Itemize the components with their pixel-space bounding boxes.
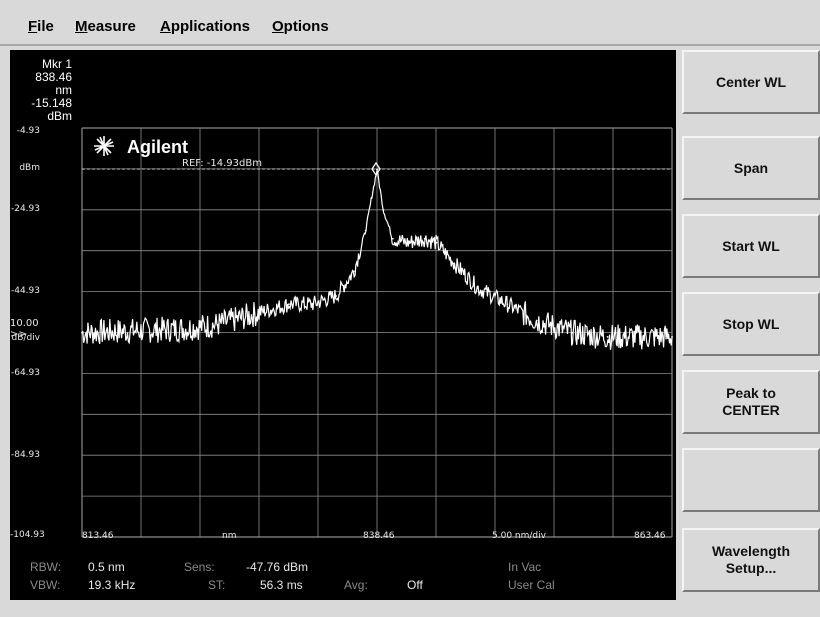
trace-point — [134, 329, 137, 332]
scale-readout: 10.00 >> — [10, 318, 39, 340]
trace-point — [535, 319, 538, 322]
rbw-value: 0.5 nm — [88, 560, 125, 574]
trace-point — [311, 303, 314, 306]
y-tick-label: -24.93 — [10, 204, 40, 214]
center-wl-button[interactable]: Center WL — [682, 50, 820, 114]
menu-options[interactable]: Options — [272, 18, 329, 35]
marker-name: Mkr 1 — [42, 57, 72, 71]
wavelength-setup-button[interactable]: Wavelength Setup... — [682, 528, 820, 592]
marker-1-icon[interactable] — [371, 161, 381, 177]
y-tick-label: -104.93 — [10, 530, 45, 540]
trace-point — [642, 335, 644, 338]
marker-readout: Mkr 1 838.46 nm -15.148 dBm — [20, 58, 72, 123]
menu-bar: File Measure Applications Options — [0, 0, 820, 46]
sens-value: -47.76 dBm — [246, 560, 309, 574]
x-stop-label: 863.46 — [634, 531, 666, 541]
x-start-label: 813.46 — [82, 531, 114, 541]
y-tick-label: -4.93 — [16, 126, 40, 136]
trace-point — [453, 262, 456, 265]
menu-applications[interactable]: Applications — [160, 18, 251, 35]
trace-point — [376, 168, 378, 171]
trace-display[interactable]: Mkr 1 838.46 nm -15.148 dBm -4.93 dBm -2… — [10, 50, 676, 600]
trace-point — [181, 327, 184, 330]
x-center-label: 838.46 — [363, 531, 395, 541]
st-label: ST: — [208, 578, 226, 592]
trace-series — [81, 168, 673, 338]
ref-level-label: REF: -14.93dBm — [182, 158, 262, 169]
y-tick-label: -84.93 — [10, 450, 40, 460]
peak-to-center-button[interactable]: Peak to CENTER — [682, 370, 820, 434]
y-unit-label: dBm — [19, 163, 40, 173]
st-value: 56.3 ms — [260, 578, 303, 592]
trace-point — [606, 335, 609, 338]
marker-wavelength: 838.46 nm — [35, 70, 72, 97]
marker-power: -15.148 dBm — [31, 96, 72, 123]
vbw-label: VBW: — [30, 578, 61, 592]
span-button[interactable]: Span — [682, 136, 820, 200]
start-wl-button[interactable]: Start WL — [682, 214, 820, 278]
menu-measure[interactable]: Measure — [75, 18, 136, 35]
trace-point — [406, 241, 408, 244]
avg-value: Off — [407, 578, 423, 592]
vbw-value: 19.3 kHz — [88, 578, 136, 592]
trace-point — [506, 303, 509, 306]
sens-label: Sens: — [184, 560, 215, 574]
trace-point — [571, 331, 574, 334]
trace-point — [352, 270, 355, 273]
trace-point — [252, 313, 255, 316]
trace-point — [435, 241, 438, 244]
brand-logo: Agilent — [127, 137, 188, 157]
trace-point — [217, 323, 220, 326]
trace-point — [476, 286, 479, 289]
medium-status: In Vac — [508, 560, 542, 574]
blank-softkey[interactable] — [682, 448, 820, 512]
y-tick-label: -64.93 — [10, 368, 40, 378]
trace-point — [382, 209, 385, 211]
status-strip — [0, 603, 820, 617]
trace-noise — [81, 168, 673, 350]
menu-file[interactable]: File — [28, 18, 54, 35]
x-div-label: 5.00 nm/div — [492, 531, 546, 541]
rbw-label: RBW: — [30, 560, 62, 574]
x-unit-label: nm — [222, 531, 237, 541]
trace-point — [288, 303, 290, 306]
trace-point — [391, 237, 394, 240]
avg-label: Avg: — [344, 578, 368, 592]
stop-wl-button[interactable]: Stop WL — [682, 292, 820, 356]
trace-plot: Agilent REF: -14.93dBm — [81, 127, 673, 538]
trace-point — [370, 196, 373, 199]
cal-status: User Cal — [508, 578, 555, 592]
scale-unit-label: dB/div — [11, 333, 40, 343]
trace-point — [81, 331, 83, 334]
y-tick-label: -44.93 — [10, 286, 40, 296]
agilent-logo-icon — [94, 136, 114, 156]
trace-point — [335, 295, 338, 297]
trace-point — [364, 229, 367, 232]
trace-point — [423, 237, 426, 240]
trace-point — [671, 335, 673, 338]
